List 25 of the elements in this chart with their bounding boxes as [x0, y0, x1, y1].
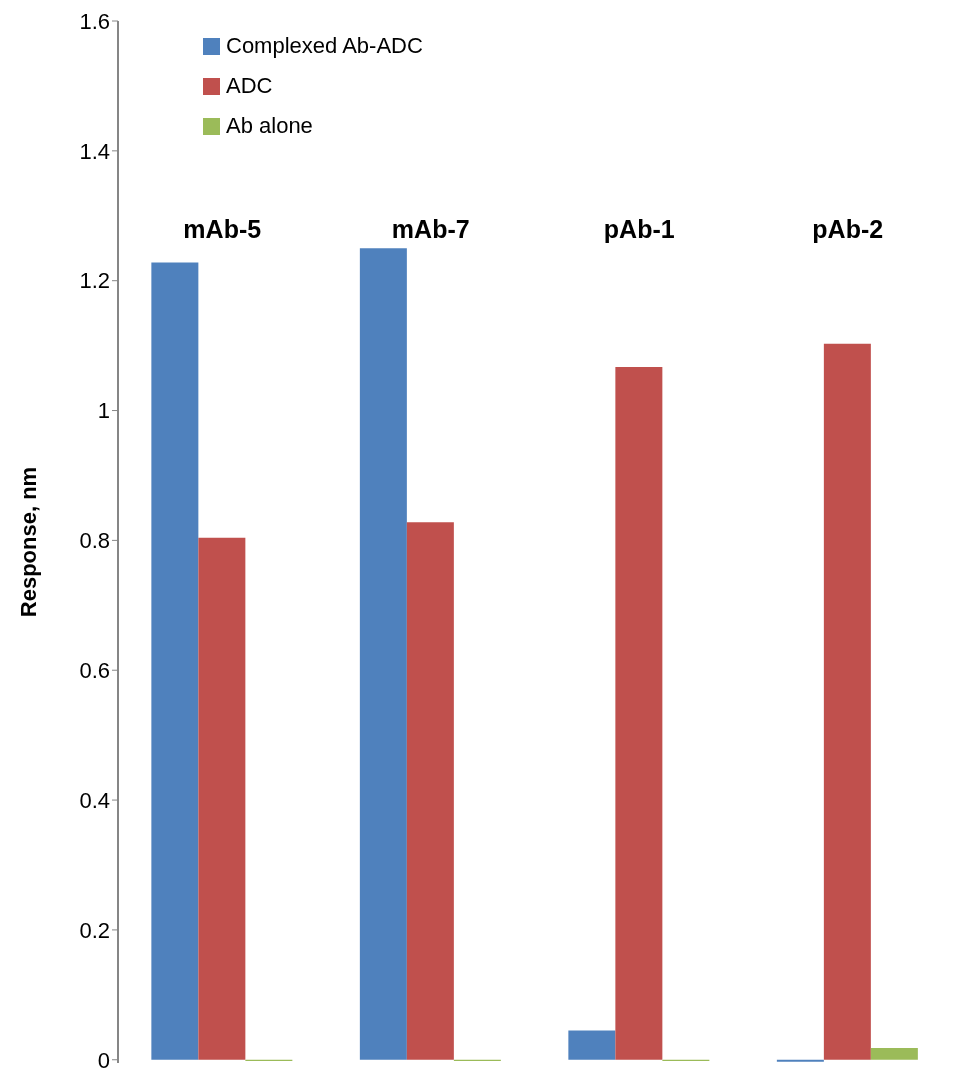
y-tick-label: 1.2: [79, 268, 110, 294]
y-tick-label: 1.4: [79, 138, 110, 164]
y-tick-label: 0.4: [79, 787, 110, 813]
y-tick-label: 0.8: [79, 528, 110, 554]
legend-label: ADC: [226, 72, 273, 100]
x-tick-label: pAb-2: [812, 215, 884, 243]
legend-label: Complexed Ab-ADC: [226, 32, 423, 60]
x-tick-label: mAb-7: [391, 215, 470, 243]
bar: [568, 1030, 616, 1060]
bar: [870, 1048, 918, 1060]
y-tick-label: 0.2: [79, 917, 110, 943]
y-tick-label: 0.6: [79, 658, 110, 684]
bar: [406, 522, 454, 1060]
y-tick-label: 0: [97, 1047, 110, 1073]
y-tick-label: 1.6: [79, 8, 110, 34]
y-axis-title: Response, nm: [15, 466, 41, 618]
x-tick-label: pAb-1: [603, 215, 675, 243]
bar: [198, 537, 246, 1060]
bar: [359, 248, 407, 1060]
x-tick-label: mAb-5: [183, 215, 262, 243]
legend-label: Ab alone: [226, 112, 313, 140]
bar: [151, 262, 199, 1060]
bar: [615, 367, 663, 1060]
y-tick-label: 1: [97, 398, 110, 424]
bar: [823, 343, 871, 1060]
